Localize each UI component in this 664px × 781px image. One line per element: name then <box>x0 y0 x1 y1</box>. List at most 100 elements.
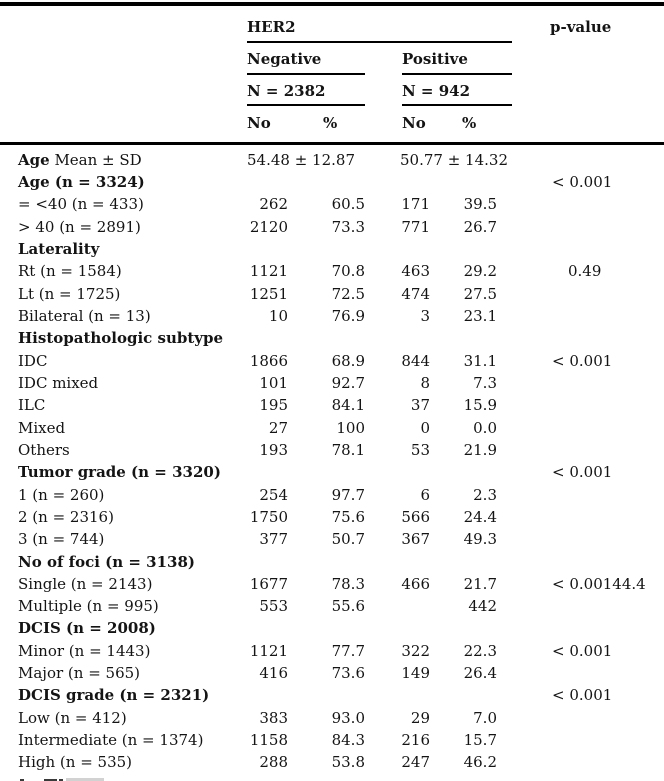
cell-no-positive: 29 <box>410 708 430 727</box>
cell-no-positive: 8 <box>420 373 430 392</box>
table-row: Low (n = 412) 383 93.0 29 7.0 <box>0 707 664 729</box>
table-row: Rt (n = 1584) 1121 70.8 463 29.2 0.49 <box>0 260 664 282</box>
table-header-rule <box>0 141 664 145</box>
cell-pct-negative: 53.8 <box>331 753 365 772</box>
table-top-rule <box>0 2 664 6</box>
cell-no-negative: 195 <box>259 396 288 415</box>
cell-no-negative: 262 <box>259 195 288 214</box>
cell-pct-positive: 46.2 <box>463 753 497 772</box>
cell-pct-negative: 50.7 <box>331 530 365 549</box>
row-label: IDC <box>18 351 48 370</box>
n-negative-underline <box>247 103 365 106</box>
table-row: DCIS (n = 2008) <box>0 617 664 639</box>
cell-pct-negative: 97.7 <box>331 485 365 504</box>
table-row: Age Mean ± SD 54.48 ± 12.87 50.77 ± 14.32 <box>0 149 664 171</box>
row-label: Low (n = 412) <box>18 708 127 727</box>
cell-pct-negative: 73.3 <box>331 217 365 236</box>
cell-no-positive: 216 <box>401 731 430 750</box>
row-label: Lt (n = 1725) <box>18 284 121 303</box>
header-n-negative: N = 2382 <box>247 82 326 100</box>
cell-no-negative: 27 <box>268 418 288 437</box>
table-row: 3 (n = 744) 377 50.7 367 49.3 <box>0 528 664 550</box>
table-row: Bilateral (n = 13) 10 76.9 3 23.1 <box>0 305 664 327</box>
cell-pct-positive: 15.9 <box>463 396 497 415</box>
cell-mean-positive: 50.77 ± 14.32 <box>400 150 508 169</box>
table-row: Minor (n = 1443) 1121 77.7 322 22.3 < 0.001 <box>0 640 664 662</box>
cell-no-negative: 1750 <box>249 507 288 526</box>
row-label: Minor (n = 1443) <box>18 641 151 660</box>
row-label: Others <box>18 440 70 459</box>
row-label: ILC <box>18 396 46 415</box>
cell-pct-positive: 15.7 <box>463 731 497 750</box>
row-label: Major (n = 565) <box>18 664 141 683</box>
cell-pct-positive: 26.7 <box>463 217 497 236</box>
row-label: > 40 (n = 2891) <box>18 217 141 236</box>
clipped-row-fragment <box>20 778 24 781</box>
cell-no-negative: 288 <box>259 753 288 772</box>
cell-mean-negative: 54.48 ± 12.87 <box>247 150 355 169</box>
cell-pct-positive: 49.3 <box>463 530 497 549</box>
cell-pct-positive: 21.7 <box>463 574 497 593</box>
cell-pct-negative: 76.9 <box>331 306 365 325</box>
cell-p-value: < 0.00144.4 <box>552 574 646 593</box>
cell-pct-positive: 23.1 <box>463 306 497 325</box>
table-row: High (n = 535) 288 53.8 247 46.2 <box>0 751 664 773</box>
cell-no-negative: 1121 <box>249 262 288 281</box>
cell-pct-positive: 21.9 <box>463 440 497 459</box>
row-label: Intermediate (n = 1374) <box>18 731 204 750</box>
cell-pct-negative: 78.1 <box>331 440 365 459</box>
cell-pct-positive: 27.5 <box>463 284 497 303</box>
clipped-row-fragment <box>59 778 63 781</box>
row-label: 2 (n = 2316) <box>18 507 114 526</box>
clipped-row-fragment <box>44 778 57 781</box>
table-row: > 40 (n = 2891) 2120 73.3 771 26.7 <box>0 216 664 238</box>
cell-no-positive: 367 <box>401 530 430 549</box>
cell-no-negative: 1677 <box>249 574 288 593</box>
table-row: Age (n = 3324) < 0.001 <box>0 171 664 193</box>
header-pct-positive: % <box>462 114 477 132</box>
table-row: 2 (n = 2316) 1750 75.6 566 24.4 <box>0 506 664 528</box>
row-label: High (n = 535) <box>18 753 133 772</box>
cell-pct-positive: 7.0 <box>473 708 497 727</box>
header-pct-negative: % <box>323 114 338 132</box>
row-label: Single (n = 2143) <box>18 574 153 593</box>
cell-pct-negative: 75.6 <box>331 507 365 526</box>
cell-pct-negative: 84.3 <box>331 731 365 750</box>
cell-pct-positive: 29.2 <box>463 262 497 281</box>
table-row: = <40 (n = 433) 262 60.5 171 39.5 <box>0 193 664 215</box>
cell-no-positive: 53 <box>410 440 430 459</box>
row-label-rest: Mean ± SD <box>49 150 142 169</box>
table-row: Mixed 27 100 0 0.0 <box>0 417 664 439</box>
table-row: Multiple (n = 995) 553 55.6 442 <box>0 595 664 617</box>
cell-no-positive: 6 <box>420 485 430 504</box>
cell-no-positive: 474 <box>401 284 430 303</box>
table-row: Lt (n = 1725) 1251 72.5 474 27.5 <box>0 283 664 305</box>
row-label: Laterality <box>18 239 100 258</box>
cell-p-value: < 0.001 <box>552 463 613 482</box>
row-label: Histopathologic subtype <box>18 329 224 348</box>
row-label: Age (n = 3324) <box>18 172 145 191</box>
cell-no-negative: 383 <box>259 708 288 727</box>
row-label: DCIS (n = 2008) <box>18 619 156 638</box>
cell-no-negative: 101 <box>259 373 288 392</box>
cell-no-positive: 566 <box>401 507 430 526</box>
cell-no-positive: 149 <box>401 664 430 683</box>
table-row: DCIS grade (n = 2321) < 0.001 <box>0 684 664 706</box>
cell-pct-negative: 78.3 <box>331 574 365 593</box>
cell-no-positive: 0 <box>420 418 430 437</box>
table-row: Single (n = 2143) 1677 78.3 466 21.7 < 0.0014… <box>0 573 664 595</box>
header-group-her2: HER2 <box>247 18 296 36</box>
her2-underline <box>247 40 512 43</box>
cell-no-negative: 377 <box>259 530 288 549</box>
cell-pct-positive: 2.3 <box>473 485 497 504</box>
cell-no-negative: 254 <box>259 485 288 504</box>
cell-pct-negative: 93.0 <box>331 708 365 727</box>
cell-pct-positive: 442 <box>468 597 497 616</box>
cell-p-value: < 0.001 <box>552 686 613 705</box>
cell-pct-negative: 72.5 <box>331 284 365 303</box>
cell-pct-negative: 70.8 <box>331 262 365 281</box>
cell-no-negative: 10 <box>268 306 288 325</box>
n-positive-underline <box>402 103 512 106</box>
row-label: Bilateral (n = 13) <box>18 306 151 325</box>
